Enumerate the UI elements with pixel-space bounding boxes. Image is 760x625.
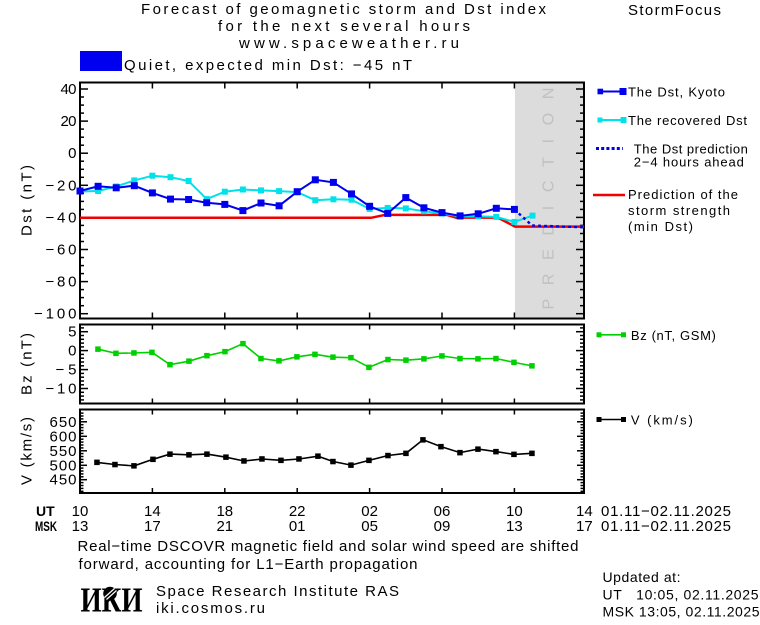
svg-text:22: 22 xyxy=(289,503,306,520)
svg-text:MSK: MSK xyxy=(35,518,57,534)
svg-text:500: 500 xyxy=(50,457,77,474)
svg-text:21: 21 xyxy=(216,518,233,535)
svg-text:−10: −10 xyxy=(46,381,77,398)
svg-text:−20: −20 xyxy=(46,177,77,194)
svg-text:storm strength: storm strength xyxy=(628,203,730,218)
svg-text:StormFocus: StormFocus xyxy=(628,2,721,19)
svg-text:−40: −40 xyxy=(46,209,77,226)
svg-text:UT 10:05, 02.11.2025: UT 10:05, 02.11.2025 xyxy=(603,587,759,603)
svg-text:14: 14 xyxy=(144,503,161,520)
svg-text:09: 09 xyxy=(434,518,451,535)
svg-text:600: 600 xyxy=(50,428,77,445)
svg-text:14: 14 xyxy=(576,503,593,520)
svg-text:13: 13 xyxy=(506,518,523,535)
svg-text:650: 650 xyxy=(50,414,77,431)
svg-text:Quiet, expected min Dst: −45 n: Quiet, expected min Dst: −45 nT xyxy=(124,57,412,74)
svg-text:0: 0 xyxy=(68,343,76,360)
svg-text:Bz (nT): Bz (nT) xyxy=(19,333,36,395)
svg-text:The Dst prediction: The Dst prediction xyxy=(634,142,748,157)
svg-text:5: 5 xyxy=(68,324,76,341)
svg-text:10: 10 xyxy=(506,503,523,520)
svg-text:20: 20 xyxy=(61,113,77,130)
svg-text:Dst (nT): Dst (nT) xyxy=(19,165,36,236)
svg-text:02: 02 xyxy=(361,503,378,520)
svg-text:05: 05 xyxy=(361,518,378,535)
svg-text:MSK 13:05, 02.11.2025: MSK 13:05, 02.11.2025 xyxy=(603,604,760,620)
svg-text:01.11−02.11.2025: 01.11−02.11.2025 xyxy=(601,518,731,535)
svg-text:V (km/s): V (km/s) xyxy=(631,413,693,428)
svg-text:for the next several hours: for the next several hours xyxy=(218,18,470,35)
svg-text:Space Research Institute RAS: Space Research Institute RAS xyxy=(156,583,399,600)
svg-text:V (km/s): V (km/s) xyxy=(19,417,36,485)
svg-text:Real−time DSCOVR magnetic fiel: Real−time DSCOVR magnetic field and sola… xyxy=(78,538,579,555)
svg-text:10: 10 xyxy=(72,503,89,520)
svg-text:−80: −80 xyxy=(46,274,77,291)
svg-text:Updated at:: Updated at: xyxy=(603,569,681,585)
svg-text:Prediction of the: Prediction of the xyxy=(628,187,738,202)
svg-text:17: 17 xyxy=(144,518,161,535)
svg-text:06: 06 xyxy=(434,503,451,520)
svg-text:0: 0 xyxy=(68,145,76,162)
svg-text:The Dst, Kyoto: The Dst, Kyoto xyxy=(628,85,725,100)
svg-text:18: 18 xyxy=(216,503,233,520)
svg-text:(min Dst): (min Dst) xyxy=(628,219,693,234)
svg-text:01: 01 xyxy=(289,518,306,535)
svg-text:forward, accounting for L1−Ear: forward, accounting for L1−Earth propaga… xyxy=(79,556,418,573)
svg-text:17: 17 xyxy=(576,518,593,535)
svg-text:iki.cosmos.ru: iki.cosmos.ru xyxy=(156,600,265,617)
svg-text:UT: UT xyxy=(36,503,55,519)
svg-text:01.11−02.11.2025: 01.11−02.11.2025 xyxy=(601,503,731,520)
svg-text:40: 40 xyxy=(61,81,77,98)
svg-text:−60: −60 xyxy=(46,242,77,259)
svg-text:Bz (nT, GSM): Bz (nT, GSM) xyxy=(631,328,716,343)
svg-text:13: 13 xyxy=(72,518,89,535)
svg-text:550: 550 xyxy=(50,443,77,460)
svg-text:450: 450 xyxy=(50,472,77,489)
svg-text:The recovered Dst: The recovered Dst xyxy=(628,113,747,128)
svg-text:2−4 hours ahead: 2−4 hours ahead xyxy=(634,155,744,170)
